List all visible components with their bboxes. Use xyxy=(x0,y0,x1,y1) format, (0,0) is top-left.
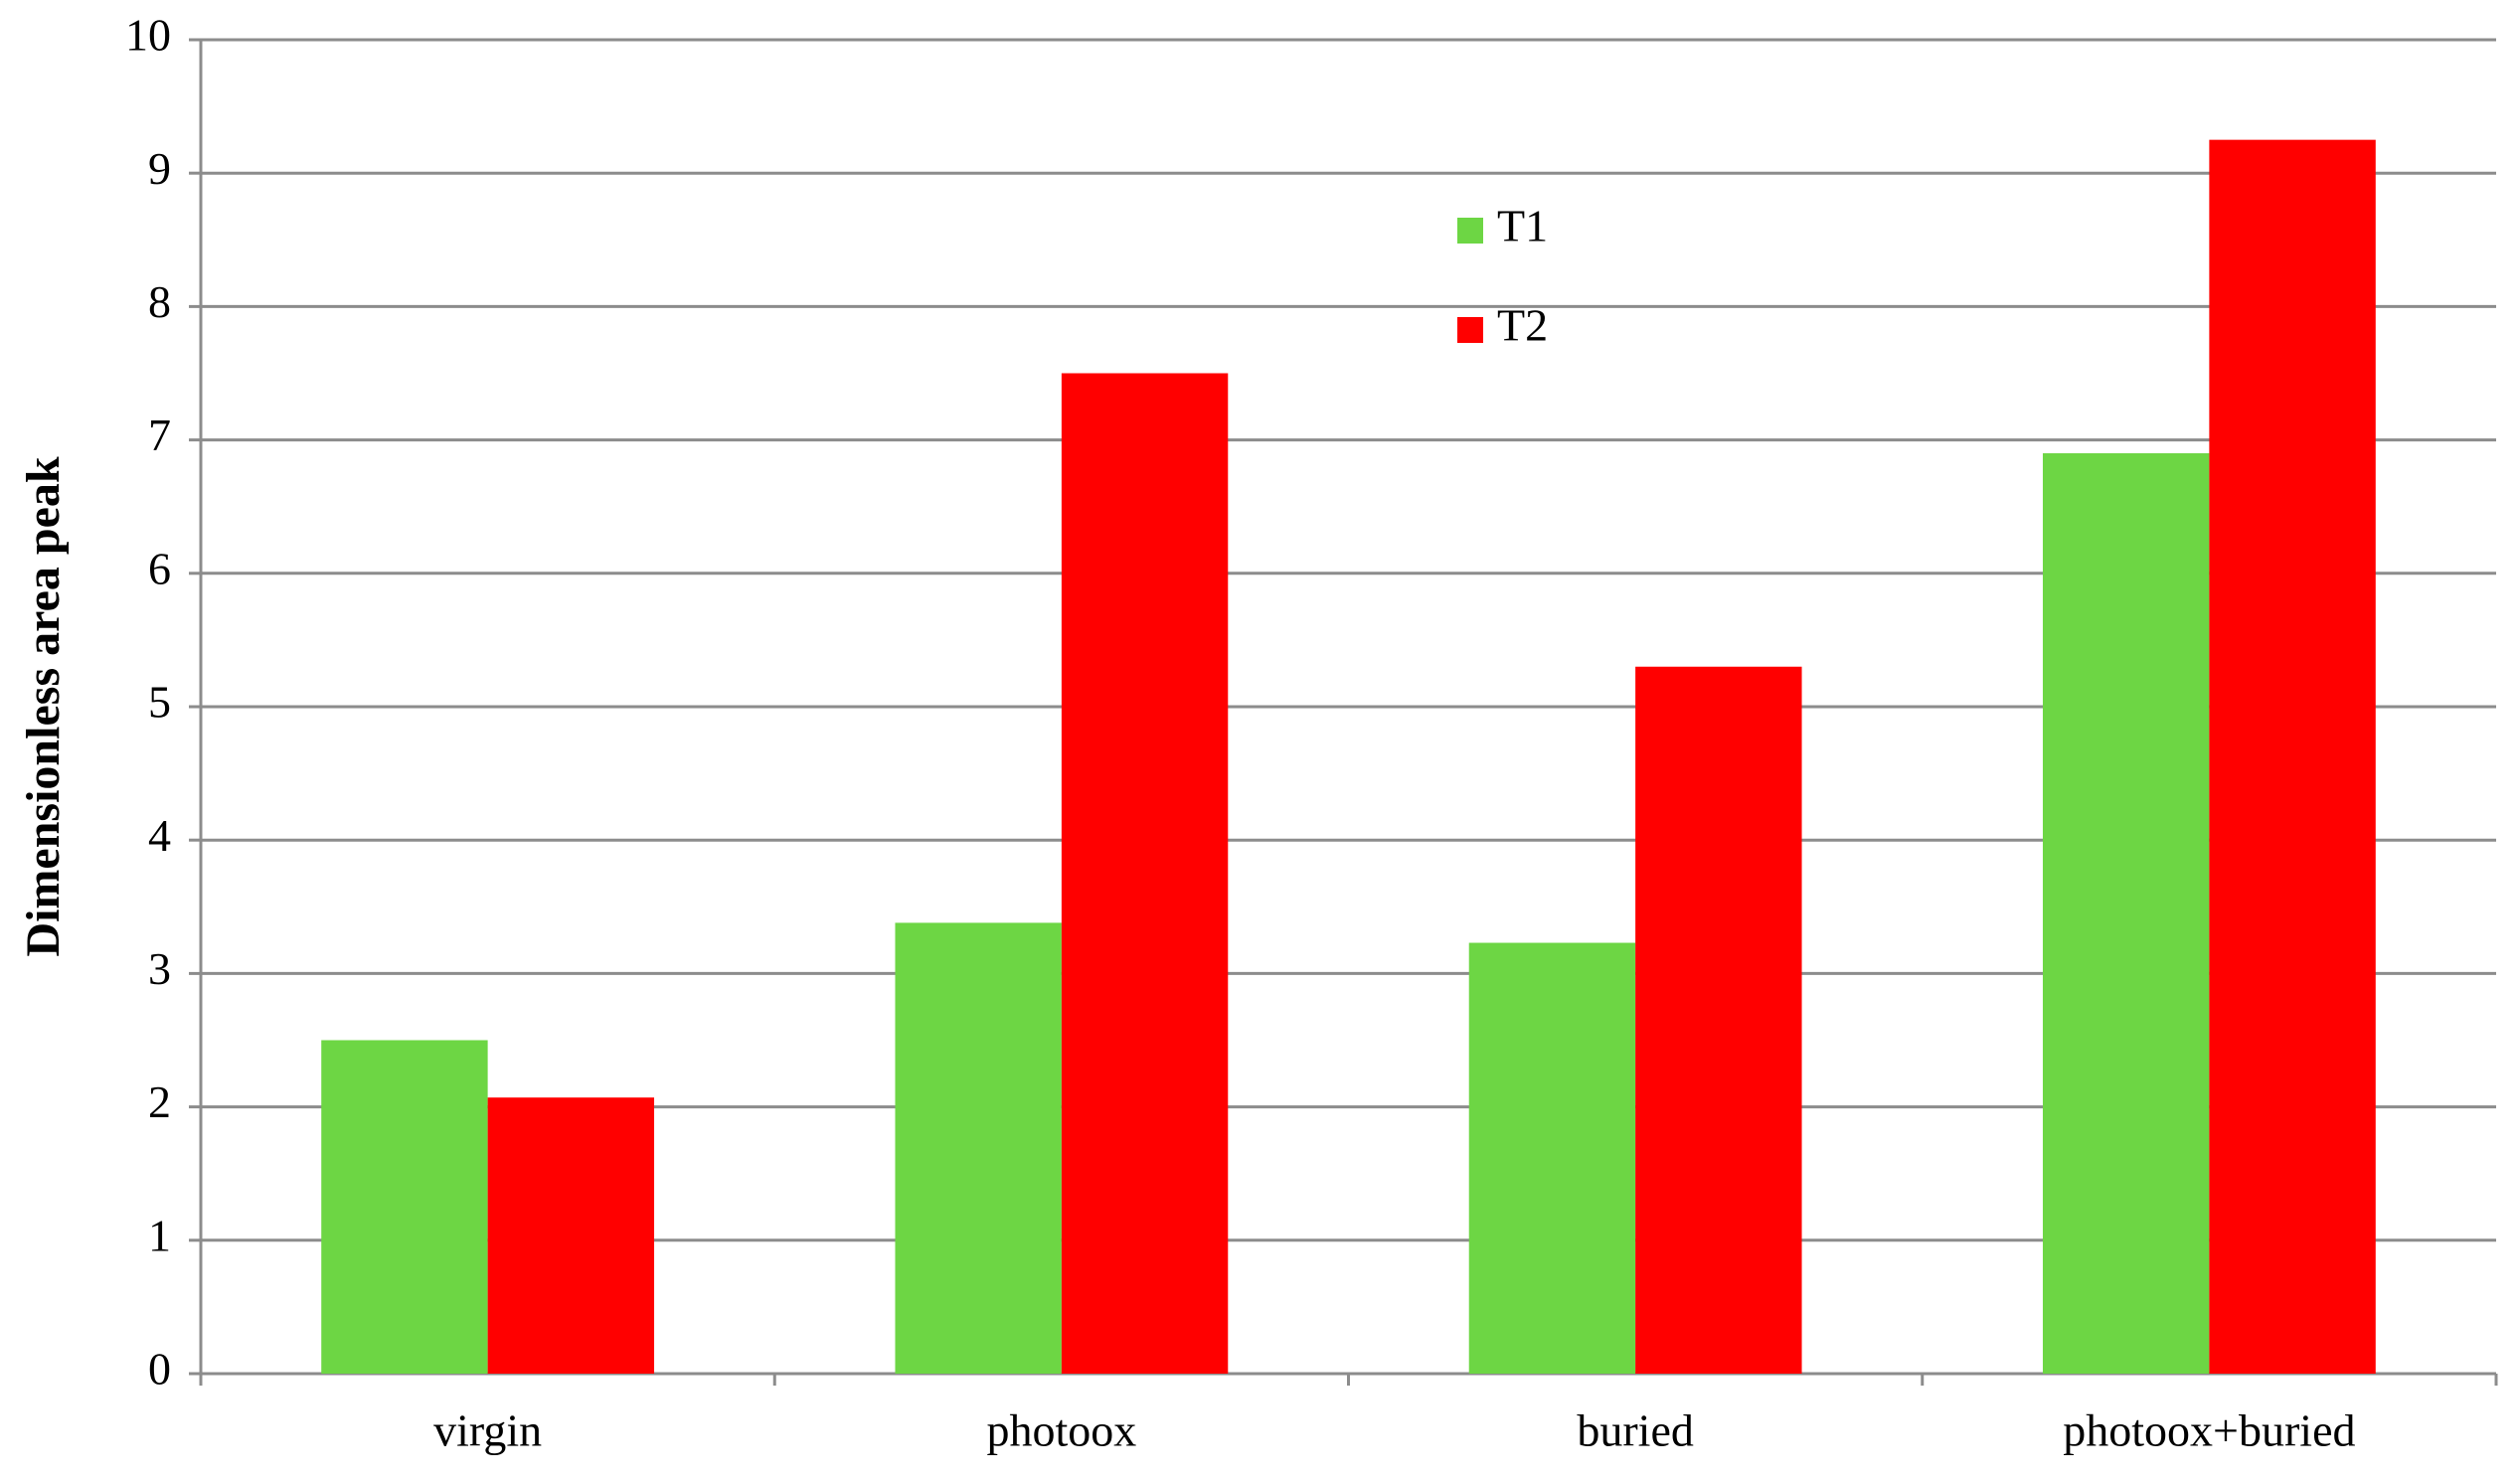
y-tick-label: 3 xyxy=(148,943,171,994)
bar xyxy=(895,922,1062,1374)
x-tick-label: photoox xyxy=(986,1405,1136,1456)
y-axis-label: Dimensionless area peak xyxy=(17,456,70,956)
y-tick-label: 0 xyxy=(148,1344,171,1395)
bar xyxy=(1635,666,1802,1374)
legend-label: T2 xyxy=(1497,300,1548,351)
legend-label: T1 xyxy=(1497,201,1548,251)
bar xyxy=(2209,139,2376,1374)
y-tick-label: 10 xyxy=(125,10,171,61)
bar xyxy=(321,1040,488,1374)
x-tick-label: virgin xyxy=(433,1405,542,1456)
x-tick-label: buried xyxy=(1577,1405,1694,1456)
y-tick-label: 9 xyxy=(148,143,171,194)
x-tick-label: photoox+buried xyxy=(2063,1405,2355,1456)
bar xyxy=(2042,453,2210,1374)
y-tick-label: 8 xyxy=(148,276,171,327)
y-tick-label: 6 xyxy=(148,543,171,593)
bar xyxy=(1468,942,1636,1374)
y-tick-label: 7 xyxy=(148,410,171,460)
bar xyxy=(487,1097,655,1374)
y-tick-label: 1 xyxy=(148,1210,171,1260)
y-tick-label: 4 xyxy=(148,810,171,861)
legend-swatch xyxy=(1457,218,1483,244)
legend-swatch xyxy=(1457,317,1483,343)
y-tick-label: 5 xyxy=(148,677,171,728)
y-tick-label: 2 xyxy=(148,1076,171,1127)
bar xyxy=(1061,373,1229,1374)
